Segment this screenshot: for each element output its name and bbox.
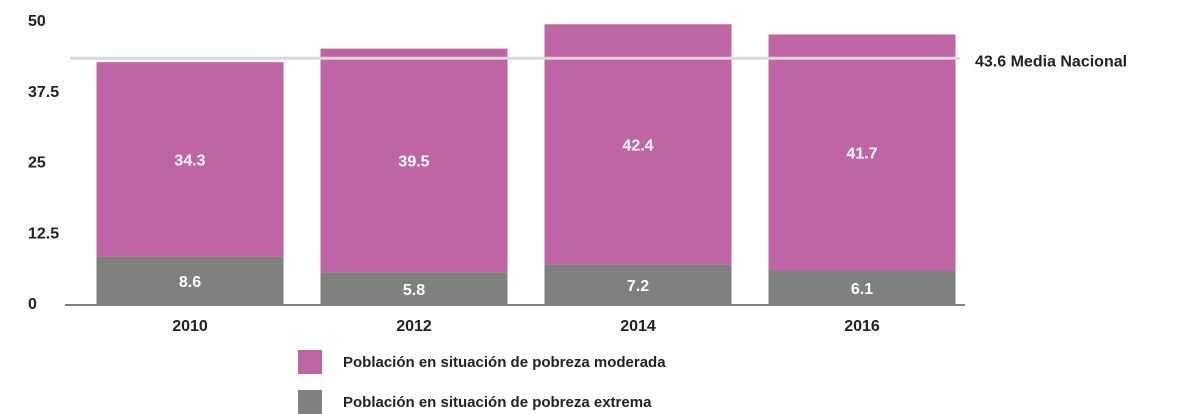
bar-segment [96, 256, 284, 305]
data-label: 5.8 [403, 282, 425, 299]
legend-swatch [298, 390, 322, 414]
data-label: 34.3 [174, 152, 205, 169]
bar-segment [320, 272, 508, 305]
x-tick-label: 2014 [620, 318, 656, 335]
legend-label: Población en situación de pobreza modera… [343, 354, 666, 371]
y-tick-label: 37.5 [28, 84, 59, 101]
data-label: 8.6 [179, 274, 201, 291]
y-tick-label: 50 [28, 13, 46, 30]
legend-label: Población en situación de pobreza extrem… [343, 394, 652, 411]
x-tick-label: 2016 [844, 318, 880, 335]
legend-swatch [298, 350, 322, 374]
bar-segment [768, 270, 956, 305]
y-tick-label: 0 [28, 296, 37, 313]
bar-segment [544, 264, 732, 305]
x-tick-label: 2010 [172, 318, 208, 335]
data-label: 7.2 [627, 278, 649, 295]
y-tick-label: 25 [28, 155, 46, 172]
y-tick-label: 12.5 [28, 225, 59, 242]
bar-segment [544, 24, 732, 265]
data-label: 39.5 [398, 154, 429, 171]
data-label: 42.4 [622, 137, 653, 154]
bar-segment [768, 34, 956, 271]
data-label: 6.1 [851, 281, 873, 298]
reference-label: 43.6 Media Nacional [975, 53, 1127, 70]
data-label: 41.7 [846, 146, 877, 163]
bar-segment [320, 48, 508, 273]
x-tick-label: 2012 [396, 318, 432, 335]
bar-segment [96, 62, 284, 257]
